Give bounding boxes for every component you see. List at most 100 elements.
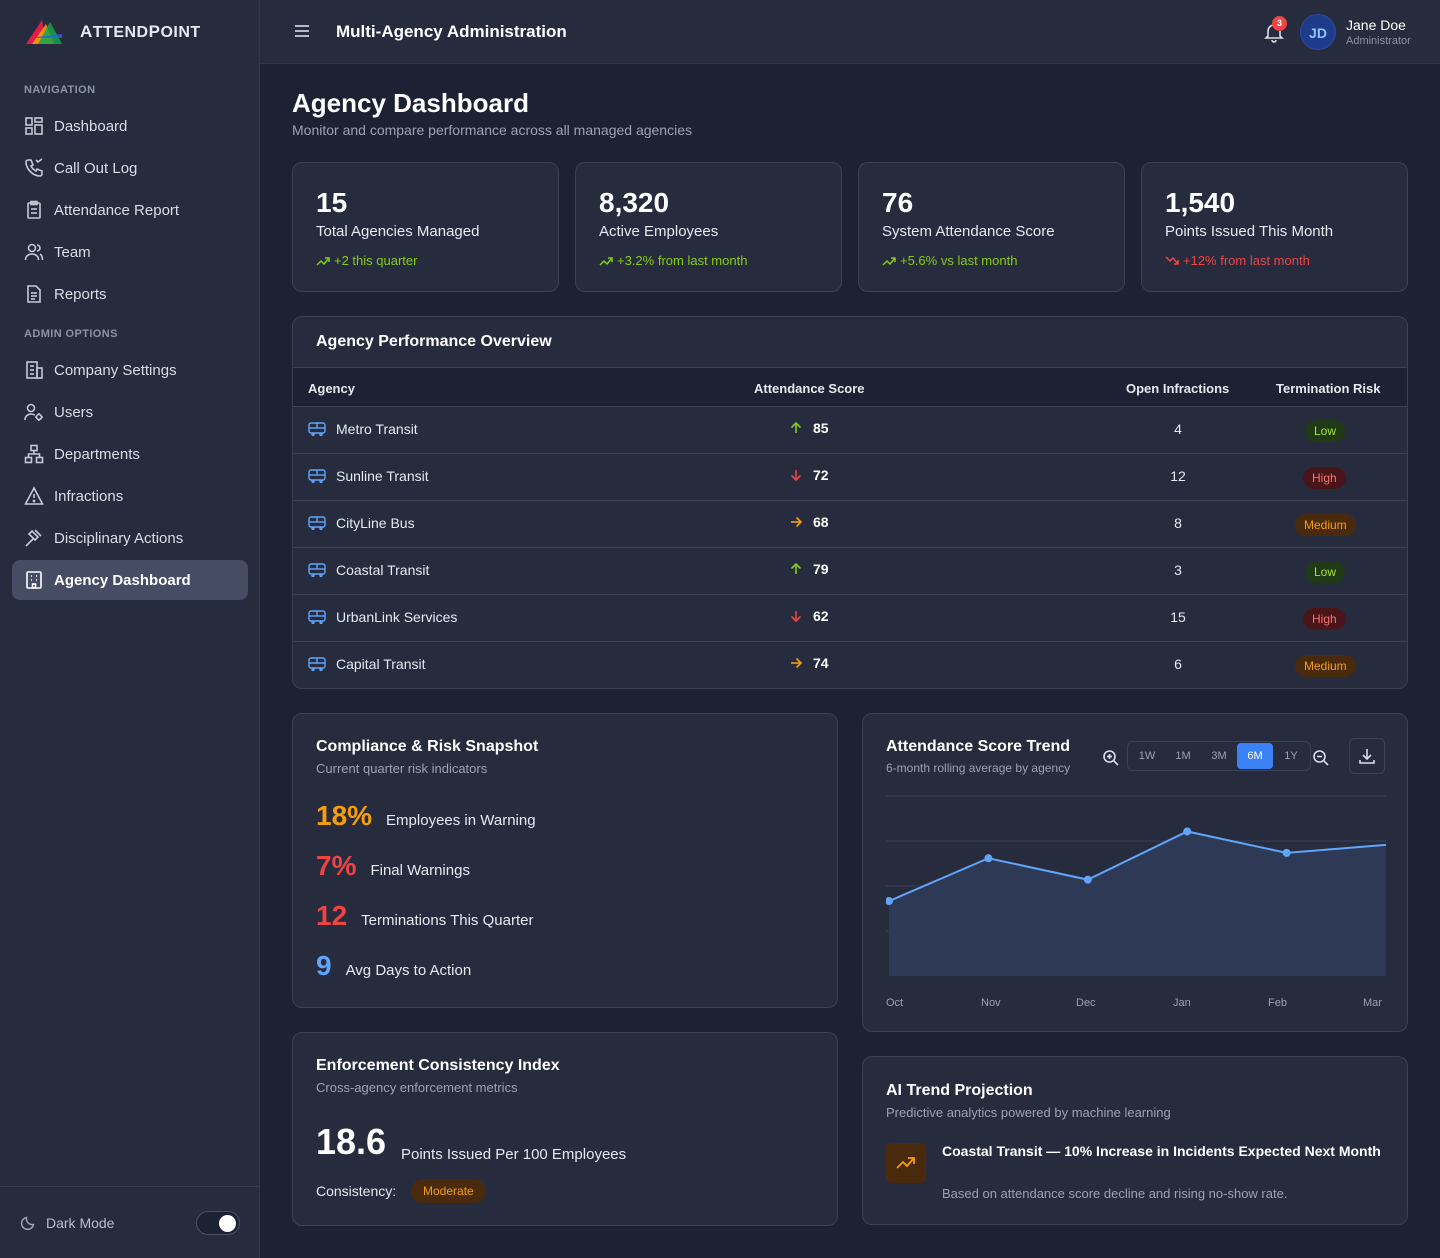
sidebar-item-users[interactable]: Users	[12, 392, 248, 432]
open-infractions: 4	[1174, 421, 1182, 437]
stat-label: System Attendance Score	[882, 223, 1055, 240]
data-point[interactable]	[1282, 848, 1291, 857]
range-1m[interactable]: 1M	[1175, 750, 1191, 762]
data-point[interactable]	[1183, 827, 1192, 836]
arrow-down-icon	[790, 470, 802, 482]
sidebar-item-label: Departments	[54, 445, 140, 463]
bus-icon	[308, 516, 326, 530]
download-icon	[1359, 749, 1375, 764]
open-infractions: 12	[1170, 468, 1186, 484]
compliance-risk-card: Compliance & Risk Snapshot Current quart…	[292, 713, 838, 1008]
sidebar-item-label: Users	[54, 403, 94, 421]
sidebar-item-label: Attendance Report	[54, 201, 180, 219]
sidebar-item-company-settings[interactable]: Company Settings	[12, 350, 248, 390]
arrow-up-icon	[790, 421, 802, 433]
agency-name: Coastal Transit	[308, 562, 429, 578]
ai-trend-projection-card: AI Trend Projection Predictive analytics…	[862, 1056, 1408, 1225]
bus-icon	[308, 657, 326, 671]
stat-value: 8,320	[599, 187, 670, 218]
stat-value: 76	[882, 187, 914, 218]
bus-icon	[308, 422, 326, 436]
range-3m[interactable]: 3M	[1211, 750, 1227, 762]
range-1w[interactable]: 1W	[1138, 750, 1156, 762]
stat-card-employees: 8,320 Active Employees +3.2% from last m…	[575, 162, 842, 292]
zoom-out-icon[interactable]	[1311, 748, 1331, 768]
open-infractions: 15	[1170, 609, 1186, 625]
nav-section-title: NAVIGATION	[24, 84, 96, 96]
range-1y[interactable]: 1Y	[1284, 750, 1298, 762]
table-row[interactable]: CityLine Bus 68 8 Medium	[293, 501, 1407, 548]
dark-mode-toggle[interactable]	[196, 1210, 240, 1235]
moon-icon	[20, 1216, 35, 1230]
x-tick-label: Feb	[1268, 997, 1287, 1009]
sidebar-item-dashboard[interactable]: Dashboard	[12, 106, 248, 146]
risk-badge: High	[1303, 467, 1346, 489]
consistency-label: Consistency:	[316, 1183, 397, 1199]
enforcement-consistency-card: Enforcement Consistency Index Cross-agen…	[292, 1032, 838, 1226]
metric-value: 7%	[316, 850, 357, 881]
sidebar-item-label: Agency Dashboard	[54, 571, 191, 589]
x-tick-label: Oct	[886, 997, 904, 1009]
table-title: Agency Performance Overview	[316, 333, 552, 350]
metric-label: Avg Days to Action	[345, 962, 472, 979]
trending-up-icon	[896, 1157, 915, 1169]
agency-name: UrbanLink Services	[308, 609, 457, 625]
page-title: Agency Dashboard	[292, 88, 529, 118]
ai-body: Based on attendance score decline and ri…	[942, 1186, 1288, 1201]
agency-name: Capital Transit	[308, 656, 425, 672]
brand[interactable]: ATTENDPOINT	[24, 14, 201, 50]
series-line	[888, 830, 1386, 902]
data-point[interactable]	[984, 854, 993, 863]
column-header-agency[interactable]: Agency	[308, 381, 355, 396]
sidebar-item-label: Call Out Log	[54, 159, 138, 177]
hamburger-menu-icon[interactable]	[294, 22, 310, 40]
risk-badge: Medium	[1295, 655, 1356, 677]
notification-badge: 3	[1272, 16, 1287, 31]
data-point[interactable]	[1083, 875, 1092, 884]
attendance-score: 62	[789, 608, 829, 624]
table-row[interactable]: Metro Transit 85 4 Low	[293, 407, 1407, 454]
card-title: Enforcement Consistency Index	[316, 1057, 560, 1074]
metric-label: Final Warnings	[370, 862, 470, 879]
agency-performance-table: Agency Performance Overview Agency Atten…	[292, 316, 1408, 689]
phone-icon	[24, 158, 44, 178]
ai-trend-badge	[886, 1143, 926, 1183]
card-subtitle: Predictive analytics powered by machine …	[886, 1105, 1171, 1120]
column-header-open-infractions[interactable]: Open Infractions	[1126, 381, 1230, 396]
open-infractions: 6	[1174, 656, 1182, 672]
attendance-score: 74	[789, 655, 829, 671]
trend-up-icon	[882, 256, 896, 266]
zoom-in-icon[interactable]	[1101, 748, 1121, 768]
sidebar-item-reports[interactable]: Reports	[12, 274, 248, 314]
range-6m[interactable]: 6M	[1237, 743, 1273, 769]
stat-card-points-issued: 1,540 Points Issued This Month +12% from…	[1141, 162, 1408, 292]
sidebar-item-call-out-log[interactable]: Call Out Log	[12, 148, 248, 188]
attendance-score: 72	[789, 467, 829, 483]
table-row[interactable]: Sunline Transit 72 12 High	[293, 454, 1407, 501]
sidebar-item-infractions[interactable]: Infractions	[12, 476, 248, 516]
avatar[interactable]: JD	[1300, 14, 1336, 50]
metric-value: 18%	[316, 800, 373, 831]
ai-headline: Coastal Transit — 10% Increase in Incide…	[942, 1143, 1381, 1159]
sidebar-item-label: Company Settings	[54, 361, 177, 379]
sidebar-item-agency-dashboard[interactable]: Agency Dashboard	[12, 560, 248, 600]
enforcement-value: 18.6	[316, 1121, 387, 1162]
stat-value: 1,540	[1165, 187, 1236, 218]
data-point[interactable]	[886, 897, 893, 906]
table-row[interactable]: Coastal Transit 79 3 Low	[293, 548, 1407, 595]
download-button[interactable]	[1349, 738, 1385, 774]
enforcement-value-label: Points Issued Per 100 Employees	[401, 1146, 627, 1163]
sidebar-item-team[interactable]: Team	[12, 232, 248, 272]
gavel-icon	[24, 528, 44, 548]
table-row[interactable]: Capital Transit 74 6 Medium	[293, 642, 1407, 688]
user-name: Jane Doe	[1346, 17, 1406, 33]
sidebar-item-disciplinary-actions[interactable]: Disciplinary Actions	[12, 518, 248, 558]
sidebar-item-departments[interactable]: Departments	[12, 434, 248, 474]
card-title: Compliance & Risk Snapshot	[316, 738, 539, 755]
column-header-termination-risk[interactable]: Termination Risk	[1276, 381, 1381, 396]
open-infractions: 3	[1174, 562, 1182, 578]
sidebar-item-attendance-report[interactable]: Attendance Report	[12, 190, 248, 230]
arrow-up-icon	[790, 562, 802, 574]
table-row[interactable]: UrbanLink Services 62 15 High	[293, 595, 1407, 642]
column-header-attendance-score[interactable]: Attendance Score	[754, 381, 865, 396]
